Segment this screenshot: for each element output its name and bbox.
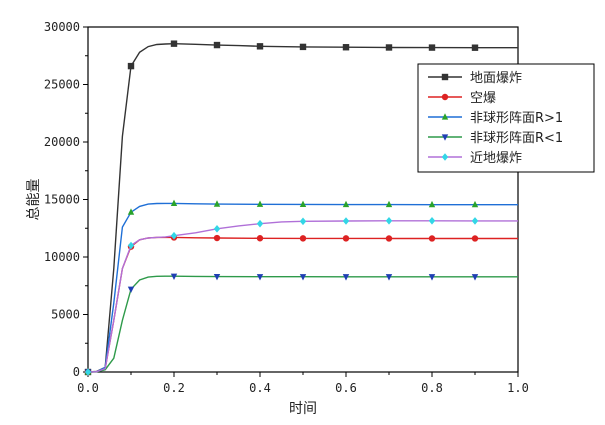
x-tick-label: 0.2 bbox=[163, 381, 185, 395]
data-point bbox=[256, 219, 264, 228]
data-point bbox=[213, 234, 221, 242]
series-3 bbox=[84, 199, 518, 375]
data-point bbox=[428, 274, 436, 281]
legend-marker bbox=[441, 134, 449, 141]
data-point bbox=[471, 235, 479, 242]
data-point bbox=[256, 200, 264, 207]
data-point bbox=[342, 235, 350, 242]
series-line bbox=[87, 202, 518, 373]
data-point bbox=[170, 199, 178, 207]
data-point bbox=[127, 241, 135, 250]
data-point bbox=[471, 44, 479, 51]
series-line bbox=[87, 220, 518, 373]
data-point bbox=[299, 217, 307, 226]
y-tick-label: 0 bbox=[73, 365, 80, 379]
data-point bbox=[342, 44, 350, 51]
x-tick-label: 0.8 bbox=[421, 381, 443, 395]
y-axis-title: 总能量 bbox=[26, 179, 42, 221]
data-point bbox=[213, 225, 221, 233]
data-point bbox=[213, 41, 221, 49]
data-point bbox=[428, 200, 436, 208]
data-point bbox=[170, 231, 178, 240]
y-tick-label: 15000 bbox=[44, 193, 80, 207]
legend-label: 非球形阵面R<1 bbox=[470, 131, 563, 146]
data-point bbox=[84, 368, 92, 376]
y-tick-label: 10000 bbox=[44, 250, 80, 264]
legend-label: 地面爆炸 bbox=[470, 71, 522, 86]
data-point bbox=[127, 62, 135, 70]
x-tick-label: 0.0 bbox=[77, 381, 99, 395]
data-point bbox=[385, 216, 393, 225]
legend-label: 近地爆炸 bbox=[470, 151, 522, 166]
data-point bbox=[299, 43, 307, 51]
data-point bbox=[170, 273, 178, 281]
data-point bbox=[127, 208, 135, 215]
data-point bbox=[213, 273, 221, 281]
x-tick-label: 0.4 bbox=[249, 381, 271, 395]
data-point bbox=[299, 235, 307, 242]
data-point bbox=[471, 200, 479, 208]
data-point bbox=[471, 217, 479, 225]
data-point bbox=[170, 40, 178, 47]
legend-marker bbox=[441, 73, 449, 81]
data-point bbox=[385, 44, 393, 51]
data-point bbox=[256, 274, 264, 281]
data-point bbox=[385, 235, 393, 242]
legend-label: 空爆 bbox=[470, 91, 496, 106]
legend-label: 非球形阵面R>1 bbox=[470, 111, 563, 126]
data-point bbox=[471, 274, 479, 281]
data-point bbox=[256, 43, 264, 50]
x-tick-label: 0.6 bbox=[335, 381, 357, 395]
series-group bbox=[84, 40, 518, 376]
series-4 bbox=[84, 273, 518, 376]
data-point bbox=[299, 274, 307, 281]
data-point bbox=[385, 274, 393, 281]
series-5 bbox=[84, 216, 518, 376]
data-point bbox=[428, 235, 436, 242]
data-point bbox=[213, 200, 221, 207]
legend-marker bbox=[441, 153, 449, 161]
data-point bbox=[342, 217, 350, 225]
legend-marker bbox=[441, 93, 449, 101]
x-axis-title: 时间 bbox=[289, 401, 317, 417]
y-tick-label: 5000 bbox=[51, 308, 80, 322]
y-tick-label: 20000 bbox=[44, 135, 80, 149]
data-point bbox=[428, 44, 436, 51]
y-tick-label: 25000 bbox=[44, 78, 80, 92]
data-point bbox=[299, 200, 307, 208]
series-2 bbox=[84, 234, 518, 376]
y-tick-label: 30000 bbox=[44, 20, 80, 34]
data-point bbox=[342, 274, 350, 281]
legend-marker bbox=[441, 113, 449, 120]
data-point bbox=[256, 235, 264, 242]
data-point bbox=[127, 286, 135, 293]
data-point bbox=[385, 200, 393, 208]
x-tick-label: 1.0 bbox=[507, 381, 529, 395]
data-point bbox=[428, 216, 436, 225]
series-line bbox=[87, 275, 518, 373]
series-line bbox=[87, 236, 518, 373]
data-point bbox=[342, 200, 350, 208]
